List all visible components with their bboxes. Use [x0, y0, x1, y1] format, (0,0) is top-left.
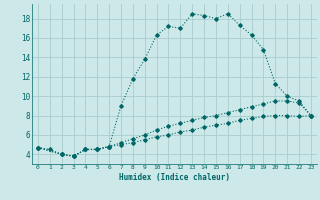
X-axis label: Humidex (Indice chaleur): Humidex (Indice chaleur) [119, 173, 230, 182]
